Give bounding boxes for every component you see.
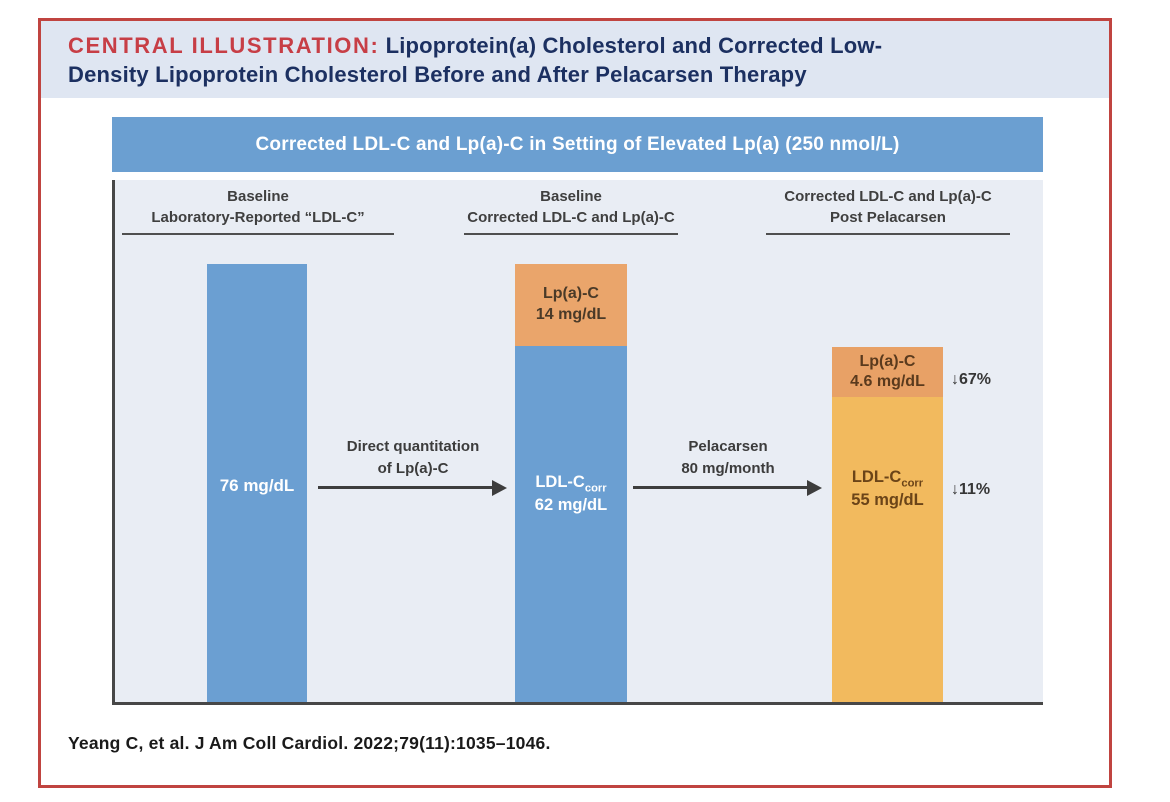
column-header-line: Corrected LDL-C and Lp(a)-C [467,209,675,226]
figure-title-line2: Density Lipoprotein Cholesterol Before a… [68,62,807,88]
subscript-corr: corr [901,477,924,490]
segment-label: LDL-C [851,468,902,486]
column-header-baseline-lab: Baseline Laboratory-Reported “LDL-C” [122,186,394,235]
chart-title: Corrected LDL-C and Lp(a)-C in Setting o… [255,133,900,155]
arrow-label-line: Pelacarsen [688,438,768,455]
column-header-line: Post Pelacarsen [830,209,946,226]
segment-value: 55 mg/dL [851,491,924,510]
segment-value: 4.6 mg/dL [850,373,925,390]
segment-value: 62 mg/dL [534,496,608,515]
segment-label: Lp(a)-C [859,353,916,370]
column-header-line: Baseline [540,188,602,205]
ldl-percent-change: ↓11% [951,481,991,498]
segment-ldl-corr-baseline: LDL-Ccorr 62 mg/dL [515,346,627,702]
arrow-label-direct-quantitation: Direct quantitation of Lp(a)-C [308,436,518,480]
figure-frame: CENTRAL ILLUSTRATION: Lipoprotein(a) Cho… [38,18,1112,788]
bar-value-label: 76 mg/dL [219,476,295,495]
segment-ldl-corr-post: LDL-Ccorr 55 mg/dL [832,397,943,702]
subscript-corr: corr [584,482,607,495]
segment-lpa-c-baseline: Lp(a)-C 14 mg/dL [515,264,627,346]
segment-label: LDL-C [535,473,585,491]
bar-baseline-lab-ldl: 76 mg/dL [207,264,307,702]
arrow-label-line: Direct quantitation [346,438,480,455]
segment-label-block: LDL-Ccorr 55 mg/dL [832,467,943,511]
segment-value: 14 mg/dL [535,306,607,323]
column-header-line: Laboratory-Reported “LDL-C” [151,209,365,226]
figure-title-line1: Lipoprotein(a) Cholesterol and Corrected… [385,33,883,58]
lpa-percent-change: ↓67% [951,371,992,388]
segment-lpa-c-post: Lp(a)-C 4.6 mg/dL [832,347,943,397]
arrow-label-line: of Lp(a)-C [377,459,449,477]
column-header-line: Corrected LDL-C and Lp(a)-C [784,188,992,205]
right-arrow-icon [633,486,807,489]
arrow-label-pelacarsen: Pelacarsen 80 mg/month [623,436,833,480]
column-header-post-pelacarsen: Corrected LDL-C and Lp(a)-C Post Pelacar… [766,186,1010,235]
column-header-baseline-corrected: Baseline Corrected LDL-C and Lp(a)-C [464,186,678,235]
central-illustration-label: CENTRAL ILLUSTRATION: [68,33,380,58]
segment-label-block: LDL-Ccorr 62 mg/dL [515,472,627,516]
segment-label: Lp(a)-C [543,285,599,303]
column-header-line: Baseline [227,188,289,205]
chart-title-bar: Corrected LDL-C and Lp(a)-C in Setting o… [112,117,1043,172]
title-band: CENTRAL ILLUSTRATION: Lipoprotein(a) Cho… [41,21,1109,98]
citation: Yeang C, et al. J Am Coll Cardiol. 2022;… [68,733,551,753]
right-arrow-icon [318,486,492,489]
chart-panel: Baseline Laboratory-Reported “LDL-C” Bas… [112,180,1043,705]
arrow-label-line: 80 mg/month [681,459,775,477]
bar-post-pelacarsen: Lp(a)-C 4.6 mg/dL LDL-Ccorr 55 mg/dL [832,347,943,702]
bar-baseline-corrected: Lp(a)-C 14 mg/dL LDL-Ccorr 62 mg/dL [515,264,627,702]
